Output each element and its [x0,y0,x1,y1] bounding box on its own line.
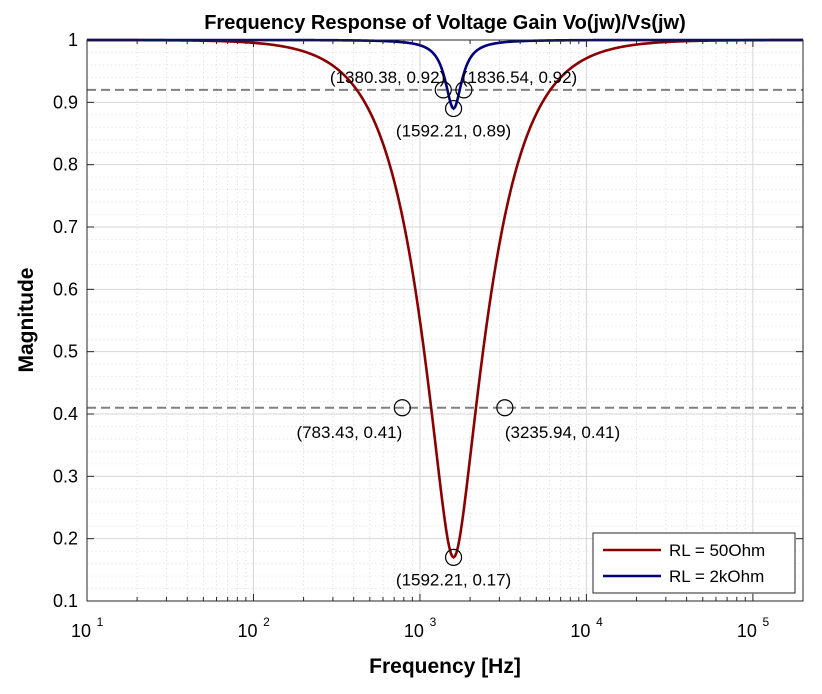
x-tick-label-2: 10 3 [404,615,437,641]
y-tick-label-4: 0.5 [53,342,78,362]
data-marker-1 [455,81,473,99]
chart-title: Frequency Response of Voltage Gain Vo(jw… [204,12,686,34]
data-marker-4 [496,399,514,417]
y-tick-label-2: 0.3 [53,466,78,486]
x-tick-exponent: 1 [97,615,104,629]
marker-label-4: (3235.94, 0.41) [505,423,620,442]
marker-label-1: (1836.54, 0.92) [462,68,577,87]
x-tick-exponent: 4 [596,615,603,629]
x-axis-label: Frequency [Hz] [369,655,521,678]
x-tick-exponent: 3 [430,615,437,629]
marker-layer: (1380.38, 0.92) (1836.54, 0.92) (1592.21, … [296,68,620,589]
marker-label-3: (783.43, 0.41) [296,423,402,442]
plot-frame [86,39,804,602]
y-axis-label: Magnitude [15,268,38,373]
marker-label-5: (1592.21, 0.17) [396,570,511,589]
x-tick-base: 10 [570,621,590,641]
y-tick-label-3: 0.4 [53,404,78,424]
y-tick-label-9: 1 [68,30,78,50]
x-tick-base: 10 [71,621,91,641]
x-tick-base: 10 [404,621,424,641]
y-tick-label-0: 0.1 [53,591,78,611]
data-marker-2 [444,99,463,118]
reference-lines [87,88,803,409]
x-tick-base: 10 [737,621,757,641]
y-tick-label-5: 0.6 [53,279,78,299]
x-tick-label-1: 10 2 [237,615,270,641]
x-tick-exponent: 5 [763,615,770,629]
x-tick-label-0: 10 1 [71,615,104,641]
data-marker-0 [434,81,452,99]
marker-label-0: (1380.38, 0.92) [330,68,445,87]
x-tick-label-4: 10 5 [737,615,770,641]
data-marker-3 [393,399,411,417]
marker-label-2: (1592.21, 0.89) [396,122,511,141]
x-tick-exponent: 2 [263,615,270,629]
data-marker-5 [444,548,463,566]
y-tick-label-6: 0.7 [53,217,78,237]
axes-layer: 10 1 10 2 10 3 10 4 10 5 0.1 0.2 0.3 0.4 0.5 0.6 0.7 0.8 0… [53,30,804,641]
legend-label-0: RL = 50Ohm [669,541,765,560]
y-tick-label-1: 0.2 [53,529,78,549]
legend-label-1: RL = 2kOhm [669,567,764,586]
y-tick-label-7: 0.8 [53,155,78,175]
x-tick-base: 10 [237,621,257,641]
legend-box [592,532,796,594]
x-tick-label-3: 10 4 [570,615,603,641]
y-tick-label-8: 0.9 [53,92,78,112]
legend: RL = 50Ohm RL = 2kOhm [592,532,796,594]
